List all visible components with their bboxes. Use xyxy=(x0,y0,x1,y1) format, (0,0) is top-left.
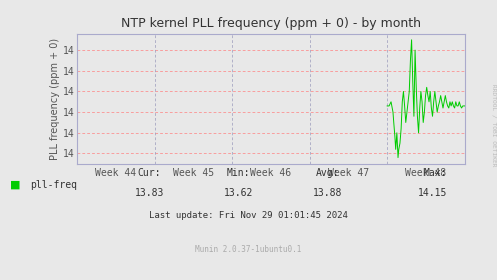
Text: 14.15: 14.15 xyxy=(418,188,447,198)
Text: 13.83: 13.83 xyxy=(134,188,164,198)
Text: Max:: Max: xyxy=(424,168,447,178)
Text: 13.88: 13.88 xyxy=(313,188,343,198)
Text: RRDTOOL / TOBI OETIKER: RRDTOOL / TOBI OETIKER xyxy=(491,84,496,167)
Text: ■: ■ xyxy=(10,180,20,190)
Text: 13.62: 13.62 xyxy=(224,188,253,198)
Text: Cur:: Cur: xyxy=(137,168,161,178)
Text: Last update: Fri Nov 29 01:01:45 2024: Last update: Fri Nov 29 01:01:45 2024 xyxy=(149,211,348,220)
Text: Munin 2.0.37-1ubuntu0.1: Munin 2.0.37-1ubuntu0.1 xyxy=(195,245,302,254)
Y-axis label: PLL frequency (ppm + 0): PLL frequency (ppm + 0) xyxy=(50,38,60,160)
Title: NTP kernel PLL frequency (ppm + 0) - by month: NTP kernel PLL frequency (ppm + 0) - by … xyxy=(121,17,421,30)
Text: pll-freq: pll-freq xyxy=(30,180,77,190)
Text: Avg:: Avg: xyxy=(316,168,340,178)
Text: Min:: Min: xyxy=(227,168,250,178)
